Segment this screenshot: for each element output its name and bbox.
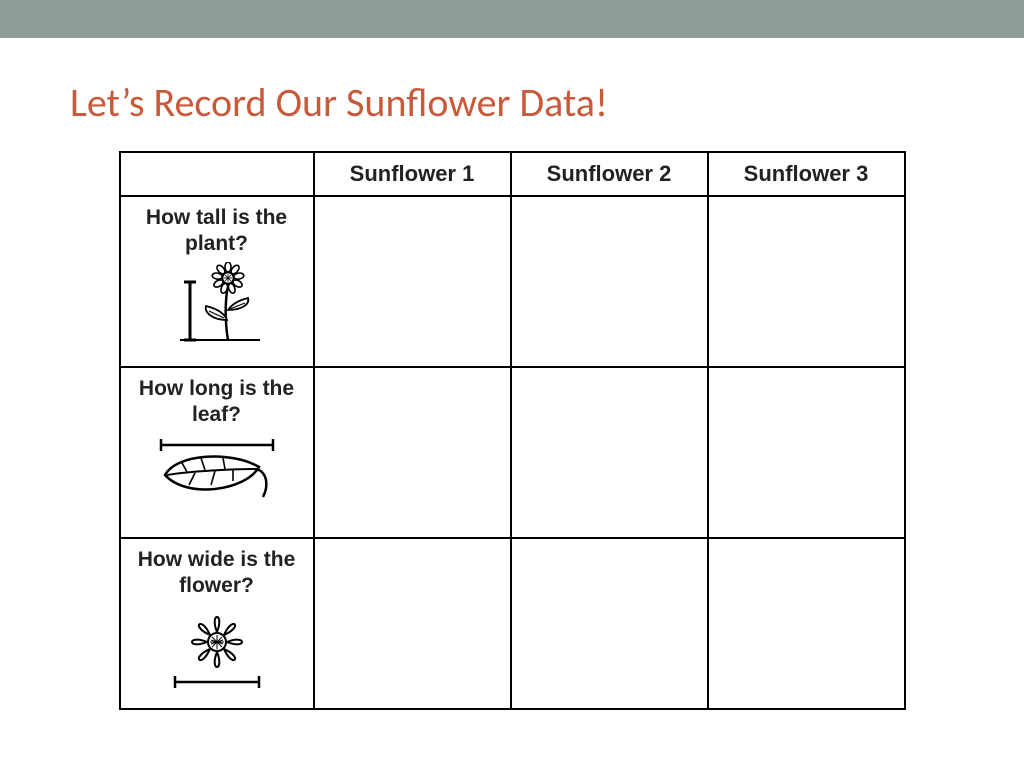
row-label: How tall is the plant? [127,205,307,258]
table-cell [314,538,511,709]
sunflower-height-icon [127,262,307,347]
row-header-cell: How tall is the plant? [120,196,314,367]
flower-width-icon [127,604,307,694]
table-cell [708,538,905,709]
row-label: How wide is the flower? [127,547,307,600]
header-corner-cell [120,152,314,196]
column-header: Sunflower 3 [708,152,905,196]
slide-body: Let’s Record Our Sunflower Data! Sunflow… [0,38,1024,710]
table-cell [314,196,511,367]
table-cell [708,196,905,367]
column-header: Sunflower 2 [511,152,708,196]
table-header-row: Sunflower 1 Sunflower 2 Sunflower 3 [120,152,905,196]
table-row: How wide is the flower? [120,538,905,709]
page-title: Let’s Record Our Sunflower Data! [70,78,954,127]
top-bar [0,0,1024,38]
row-label: How long is the leaf? [127,376,307,429]
row-header-cell: How wide is the flower? [120,538,314,709]
table-cell [511,538,708,709]
data-table: Sunflower 1 Sunflower 2 Sunflower 3 How … [119,151,906,710]
row-header-cell: How long is the leaf? [120,367,314,538]
table-cell [314,367,511,538]
table-cell [511,367,708,538]
table-cell [708,367,905,538]
table-cell [511,196,708,367]
column-header: Sunflower 1 [314,152,511,196]
table-row: How tall is the plant? [120,196,905,367]
leaf-length-icon [127,433,307,513]
table-row: How long is the leaf? [120,367,905,538]
